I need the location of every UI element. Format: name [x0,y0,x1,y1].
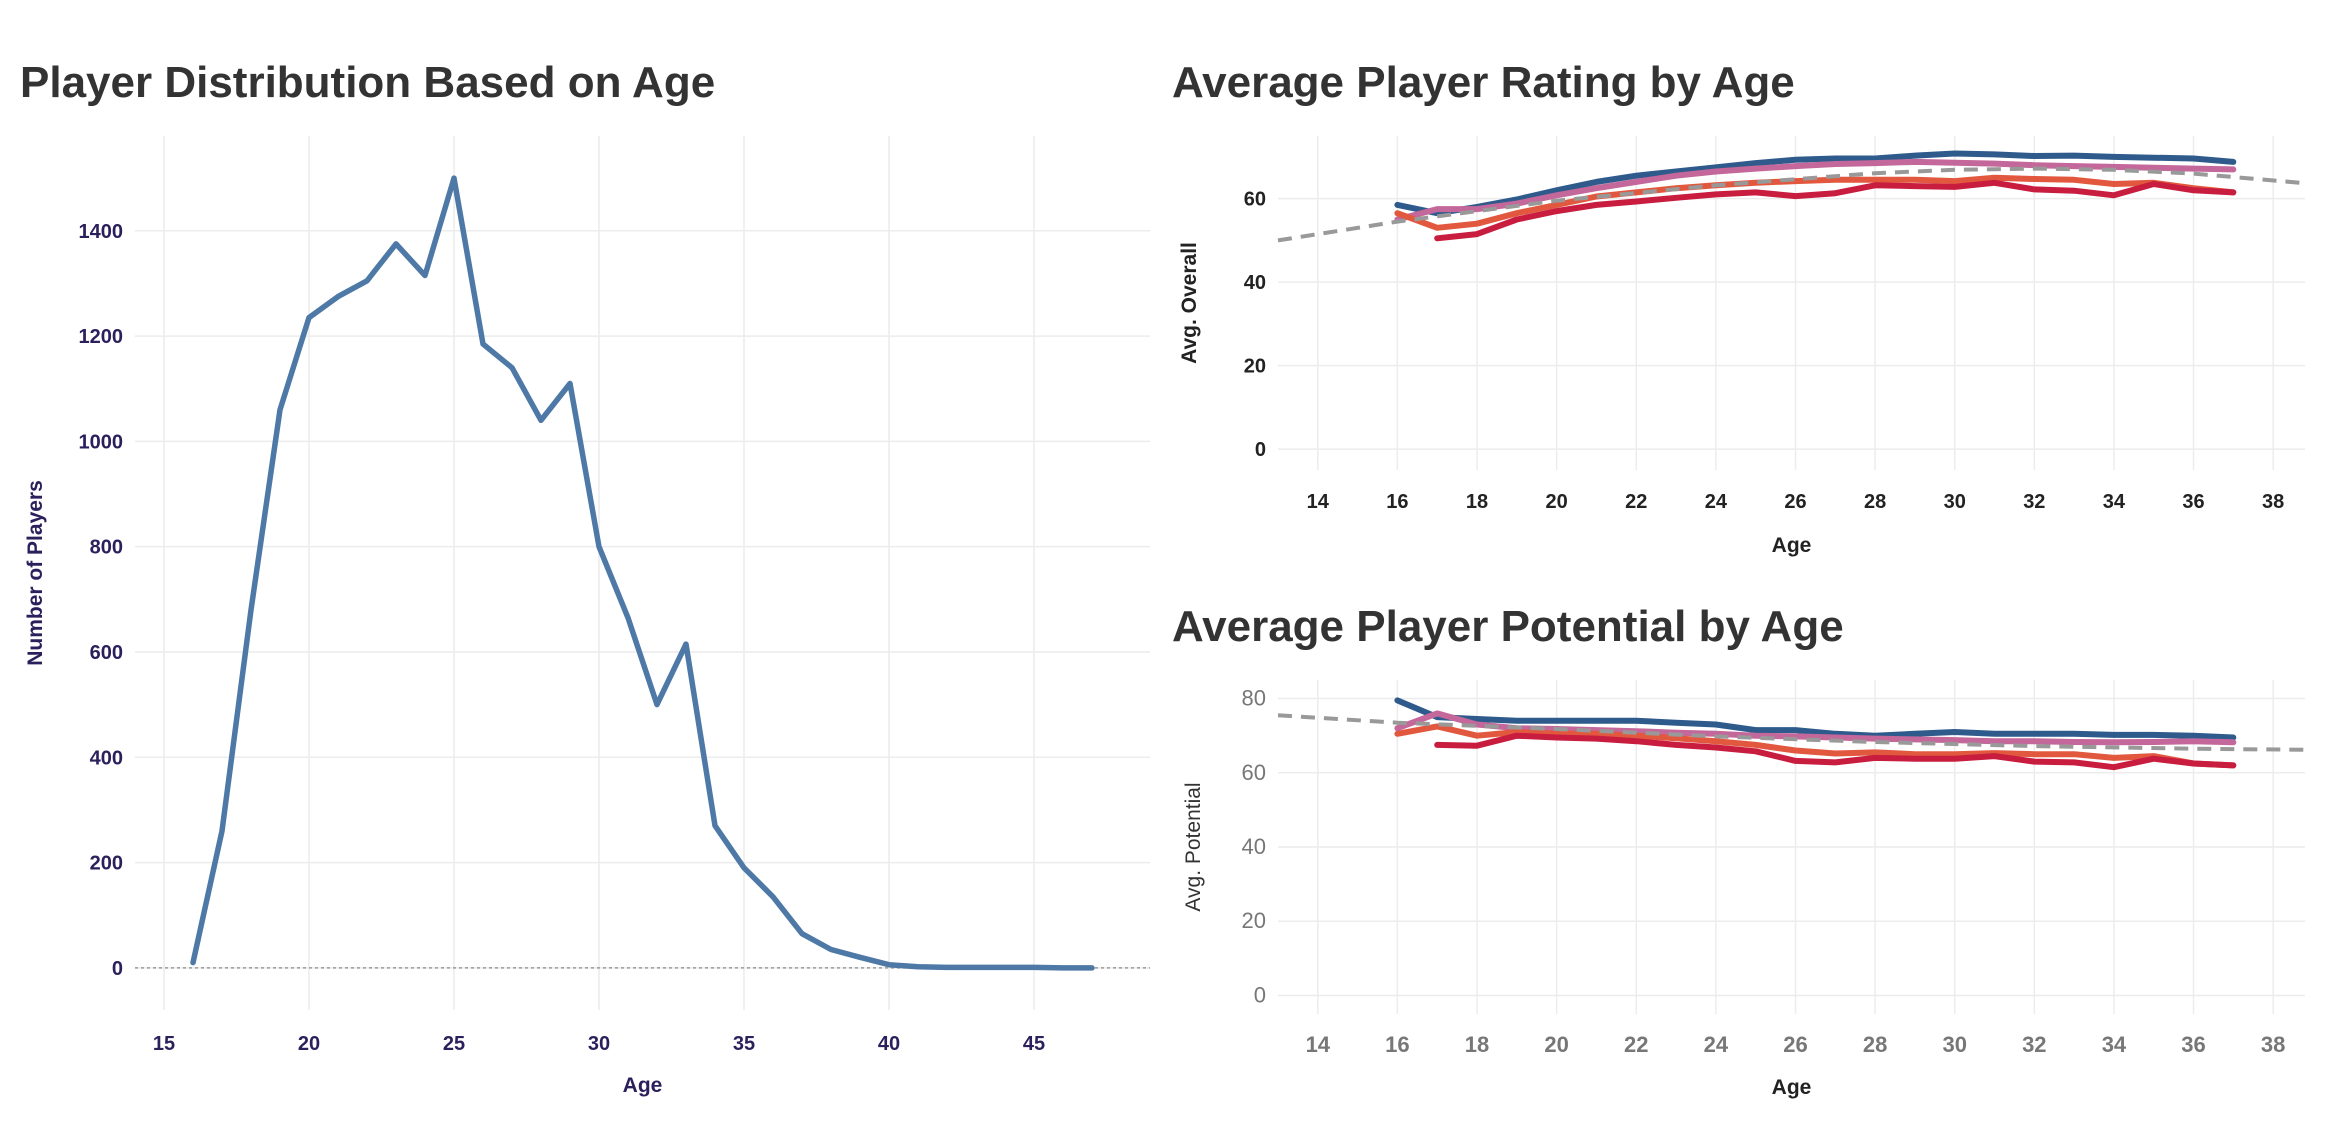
x-tick-label: 30 [1944,491,1966,513]
x-tick-label: 40 [878,1033,900,1055]
series-line-0 [190,175,1095,971]
x-tick-label: 32 [2022,1032,2046,1057]
y-tick-label: 40 [1244,272,1266,294]
x-tick-label: 30 [588,1033,610,1055]
x-tick-label: 28 [1864,491,1886,513]
y-tick-label: 0 [1255,439,1266,461]
x-axis-label: Age [623,1074,663,1097]
x-tick-label: 22 [1625,491,1647,513]
x-tick-label: 24 [1704,1032,1729,1057]
x-tick-label: 18 [1465,1032,1489,1057]
x-tick-label: 18 [1466,491,1488,513]
x-tick-label: 35 [733,1033,755,1055]
y-tick-label: 400 [90,747,123,769]
chart-0-group: 15 20 25 30 35 40 45 0 200 400 600 800 1000 1200 1400 A… [24,136,1150,1097]
series-line-0 [1394,150,2237,217]
series-line-2 [1394,723,2237,769]
y-tick-label: 1200 [79,326,124,348]
y-axis-label: Number of Players [24,480,47,666]
x-tick-label: 38 [2262,491,2284,513]
x-tick-label: 34 [2103,491,2126,513]
y-tick-label: 40 [1242,834,1266,859]
chart-title: Average Player Potential by Age [1172,602,1844,651]
x-tick-label: 16 [1386,491,1408,513]
y-tick-label: 20 [1244,356,1266,378]
x-tick-label: 16 [1385,1032,1409,1057]
x-tick-label: 32 [2023,491,2045,513]
x-axis-label: Age [1772,1076,1812,1099]
x-tick-label: 36 [2181,1032,2205,1057]
x-tick-label: 25 [443,1033,465,1055]
chart-title: Average Player Rating by Age [1172,58,1795,107]
y-tick-label: 0 [112,958,123,980]
series-line-1 [1394,158,2237,223]
y-axis-label: Avg. Overall [1178,242,1201,364]
x-tick-label: 22 [1624,1032,1648,1057]
y-tick-label: 20 [1242,908,1266,933]
y-tick-label: 200 [90,853,123,875]
series-line-0 [1394,697,2237,741]
x-tick-label: 38 [2261,1032,2285,1057]
y-tick-label: 1400 [79,221,124,243]
x-tick-label: 26 [1783,1032,1807,1057]
x-tick-label: 34 [2102,1032,2127,1057]
x-tick-label: 20 [1546,491,1568,513]
x-tick-label: 26 [1784,491,1806,513]
trend-line [1277,713,2306,752]
x-tick-label: 30 [1942,1032,1966,1057]
y-tick-label: 80 [1242,686,1266,711]
y-tick-label: 0 [1254,982,1266,1007]
x-tick-label: 45 [1023,1033,1045,1055]
x-tick-label: 14 [1307,491,1330,513]
x-tick-label: 20 [1544,1032,1568,1057]
x-tick-label: 36 [2182,491,2204,513]
y-tick-label: 1000 [79,431,124,453]
series-line-2 [1394,174,2237,231]
x-tick-label: 15 [153,1033,175,1055]
y-tick-label: 60 [1242,760,1266,785]
trend-line [1277,166,2306,243]
x-tick-label: 20 [298,1033,320,1055]
y-tick-label: 600 [90,642,123,664]
x-tick-label: 14 [1306,1032,1331,1057]
chart-1-group: 14 16 18 20 22 24 26 28 30 32 34 36 38 0 20 40 60 Age Avg.… [1178,136,2306,557]
x-axis-label: Age [1772,534,1812,557]
series-line-3 [1434,179,2237,242]
x-tick-label: 28 [1863,1032,1887,1057]
series-line-3 [1434,732,2237,771]
x-tick-label: 24 [1705,491,1728,513]
y-tick-label: 60 [1244,189,1266,211]
y-axis-label: Avg. Potential [1182,782,1205,911]
chart-2-group: 14 16 18 20 22 24 26 28 30 32 34 36 38 0 20 40 60 80 Age Av… [1182,680,2306,1099]
y-tick-label: 800 [90,537,123,559]
chart-title: Player Distribution Based on Age [20,58,716,107]
